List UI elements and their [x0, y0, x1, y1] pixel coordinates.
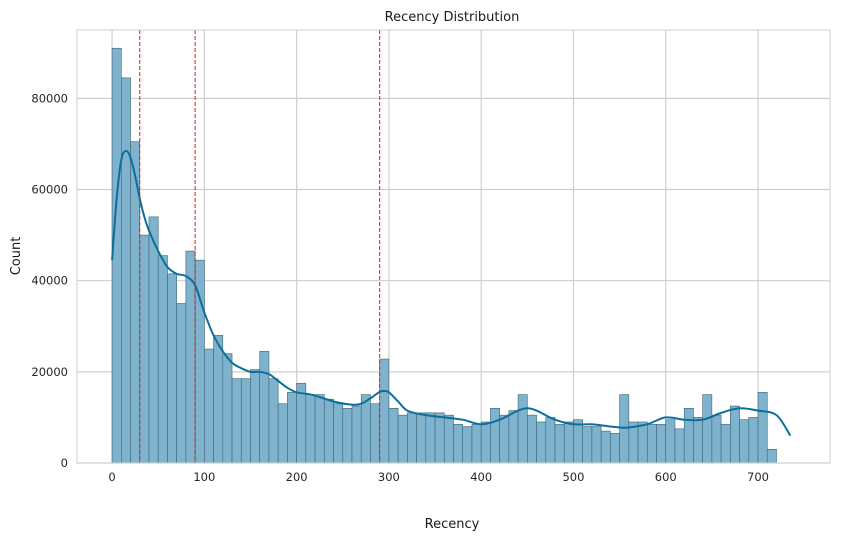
histogram-bar	[665, 419, 676, 464]
histogram-bar	[720, 423, 731, 464]
y-tick-label: 20000	[31, 365, 68, 379]
histogram-bar	[619, 394, 630, 464]
histogram-bar	[167, 273, 177, 464]
histogram-bar	[656, 423, 667, 464]
plot-frame	[76, 29, 831, 464]
x-tick-label: 200	[286, 470, 308, 484]
x-axis-label: Recency	[425, 517, 480, 532]
y-tick-label: 60000	[31, 183, 68, 197]
x-tick-label: 400	[470, 470, 492, 484]
histogram-bar	[739, 419, 750, 464]
histogram-bar	[351, 405, 362, 464]
histogram-bar	[277, 403, 288, 464]
histogram-bar	[748, 417, 759, 464]
histogram-bar	[111, 47, 122, 464]
y-axis-label: Count	[9, 237, 24, 276]
histogram-bar	[508, 410, 519, 464]
y-tick-label: 0	[61, 456, 68, 470]
histogram-bar	[674, 428, 685, 464]
histogram-bars	[111, 47, 777, 464]
y-tick-label: 40000	[31, 274, 68, 288]
histogram-bar	[176, 303, 187, 464]
histogram-bar	[646, 423, 657, 464]
histogram-bar	[231, 378, 242, 464]
histogram-bar	[240, 378, 251, 464]
x-tick-label: 700	[747, 470, 769, 484]
histogram-bar	[545, 417, 556, 464]
histogram-bar	[766, 449, 777, 464]
histogram-bar	[425, 412, 436, 464]
histogram-bar	[120, 77, 131, 464]
histogram-bar	[499, 414, 510, 464]
histogram-bar	[462, 426, 473, 464]
kde-curve	[111, 149, 792, 437]
histogram-bar	[157, 255, 168, 464]
x-tick-label: 300	[378, 470, 400, 484]
x-tick-label: 0	[108, 470, 115, 484]
histogram-bar	[610, 433, 620, 464]
reference-lines	[139, 30, 381, 463]
histogram-bar	[259, 351, 270, 464]
histogram-bar	[536, 421, 547, 464]
histogram-bar	[148, 216, 159, 464]
histogram-bar	[314, 394, 325, 464]
histogram-bar	[527, 414, 537, 464]
histogram-bar	[480, 421, 491, 464]
x-tick-label: 500	[562, 470, 584, 484]
y-axis-ticks: 0 20000 40000 60000 80000	[31, 91, 68, 470]
histogram-bar	[204, 348, 214, 464]
x-tick-label: 100	[193, 470, 215, 484]
histogram-bar	[268, 378, 279, 464]
histogram-bar	[388, 408, 399, 464]
histogram-bar	[250, 369, 261, 464]
histogram-bar	[683, 408, 694, 464]
histogram-bar	[600, 430, 611, 464]
histogram-bar	[434, 412, 445, 464]
histogram-bar	[490, 408, 500, 464]
histogram-bar	[711, 414, 722, 464]
histogram-bar	[407, 412, 417, 464]
y-tick-label: 80000	[31, 91, 68, 105]
histogram-bar	[637, 421, 648, 464]
histogram-bar	[342, 408, 353, 464]
histogram-bar	[573, 419, 583, 464]
histogram-bar	[517, 394, 528, 464]
histogram-bar	[397, 414, 408, 464]
histogram-bar	[287, 392, 297, 464]
histogram-bar	[379, 358, 390, 464]
x-axis-ticks: 0 100 200 300 400 500 600 700	[108, 470, 769, 484]
histogram-bar	[693, 417, 703, 464]
histogram-bar	[453, 423, 464, 464]
histogram-bar	[702, 394, 713, 464]
histogram-bar	[370, 403, 380, 464]
histogram-bar	[360, 394, 371, 464]
histogram-bar	[324, 398, 334, 464]
histogram-bar	[443, 414, 454, 464]
histogram-bar	[554, 423, 565, 464]
histogram-bar	[563, 421, 574, 464]
histogram-bar	[333, 403, 344, 464]
histogram-bar	[591, 426, 602, 464]
histogram-bar	[471, 423, 482, 464]
histogram-bar	[139, 234, 150, 464]
histogram-bar	[222, 353, 233, 464]
x-tick-label: 600	[655, 470, 677, 484]
histogram-bar	[757, 392, 768, 464]
histogram-bar	[416, 412, 427, 464]
histogram-bar	[305, 394, 316, 464]
histogram-bar	[582, 426, 593, 464]
chart-title: Recency Distribution	[385, 10, 520, 25]
histogram-bar	[730, 405, 740, 464]
histogram-bar	[213, 335, 224, 464]
histogram-bar	[296, 382, 307, 464]
